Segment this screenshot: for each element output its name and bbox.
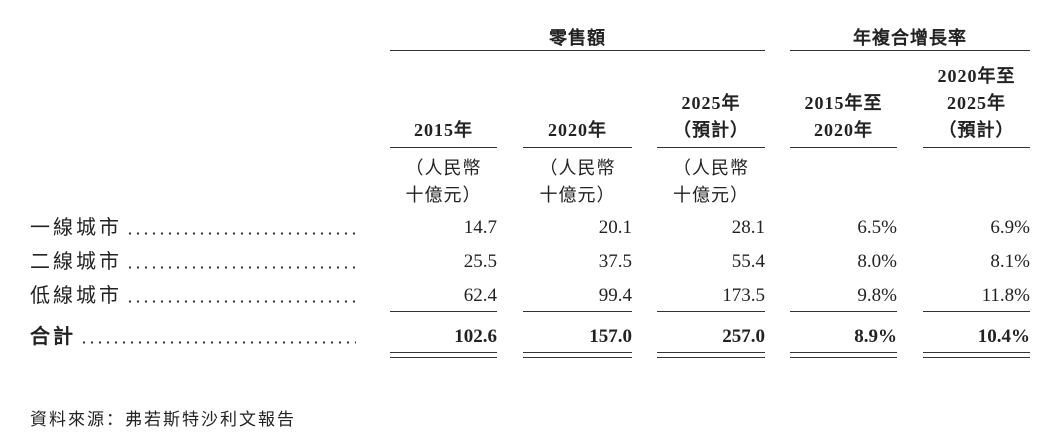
column-header: 2025年 <box>681 93 741 113</box>
column-header: 2020年 <box>548 120 607 140</box>
unit-label: 十億元） <box>539 185 616 205</box>
double-rule <box>523 352 632 353</box>
double-rule <box>390 352 497 353</box>
cell: 8.1% <box>990 251 1030 272</box>
unit-label: 十億元） <box>673 185 749 205</box>
unit-label: （人民幣 <box>673 158 749 178</box>
unit-label: 十億元） <box>405 185 482 205</box>
row-label: 二線城市 <box>30 251 122 273</box>
cell: 99.4 <box>598 285 632 306</box>
group-header: 零售額 <box>549 28 606 48</box>
double-rule <box>657 352 765 353</box>
unit-label: （人民幣 <box>405 158 482 178</box>
group-rule <box>390 50 765 51</box>
cell: 55.4 <box>731 251 765 272</box>
column-rule <box>657 147 765 148</box>
double-rule <box>790 357 897 358</box>
cell: 6.5% <box>857 217 897 238</box>
subtotal-rule <box>790 311 897 312</box>
cell: 37.5 <box>598 251 632 272</box>
column-header: （預計） <box>673 120 749 140</box>
double-rule <box>523 357 632 358</box>
dot-leader <box>126 300 356 303</box>
cell: 157.0 <box>589 326 632 347</box>
row-label: 合計 <box>30 326 76 348</box>
cell: 173.5 <box>722 285 765 306</box>
column-rule <box>790 147 897 148</box>
subtotal-rule <box>657 311 765 312</box>
cell: 62.4 <box>463 285 497 306</box>
subtotal-rule <box>523 311 632 312</box>
cell: 257.0 <box>722 326 765 347</box>
cell: 9.8% <box>857 285 897 306</box>
double-rule <box>390 357 497 358</box>
group-rule <box>790 50 1030 51</box>
unit-label: （人民幣 <box>539 158 616 178</box>
row-label: 一線城市 <box>30 217 122 239</box>
column-rule <box>390 147 497 148</box>
double-rule <box>790 352 897 353</box>
cell: 8.0% <box>857 251 897 272</box>
cell: 8.9% <box>854 326 897 347</box>
column-header: 2020年 <box>814 120 873 140</box>
double-rule <box>923 357 1030 358</box>
cell: 102.6 <box>454 326 497 347</box>
column-header: 2015年 <box>414 120 473 140</box>
column-header: 2025年 <box>947 93 1006 113</box>
column-header: 2015年至 <box>804 93 883 113</box>
column-header: 2020年至 <box>937 66 1016 86</box>
cell: 10.4% <box>977 326 1030 347</box>
subtotal-rule <box>390 311 497 312</box>
column-header: （預計） <box>938 120 1015 140</box>
column-rule <box>923 147 1030 148</box>
column-rule <box>523 147 632 148</box>
cell: 6.9% <box>990 217 1030 238</box>
group-header: 年複合增長率 <box>853 28 967 48</box>
cell: 20.1 <box>598 217 632 238</box>
source-note: 資料來源：弗若斯特沙利文報告 <box>30 410 296 429</box>
dot-leader <box>80 341 356 344</box>
cell: 11.8% <box>981 285 1030 306</box>
double-rule <box>657 357 765 358</box>
cell: 25.5 <box>463 251 497 272</box>
dot-leader <box>126 232 356 235</box>
dot-leader <box>126 266 356 269</box>
row-label: 低線城市 <box>30 285 122 307</box>
cell: 28.1 <box>731 217 765 238</box>
subtotal-rule <box>923 311 1030 312</box>
double-rule <box>923 352 1030 353</box>
cell: 14.7 <box>463 217 497 238</box>
